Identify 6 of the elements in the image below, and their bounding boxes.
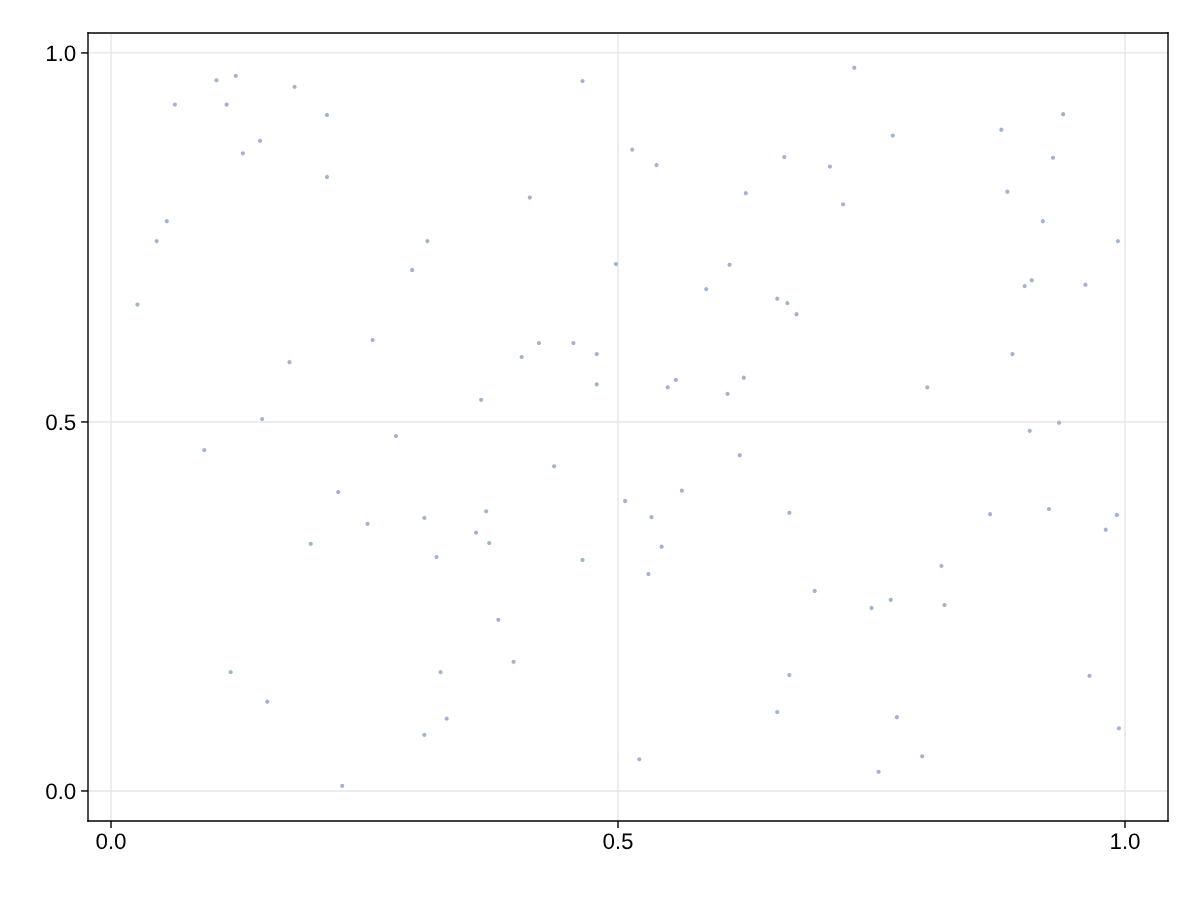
y-tick-label: 0.0 (46, 783, 76, 800)
x-tick-label: 0.5 (603, 833, 633, 850)
y-tick-label: 1.0 (47, 45, 76, 62)
x-tick-label: 1.0 (1111, 833, 1140, 850)
x-tick-label: 0.0 (96, 833, 126, 850)
y-tick-label: 0.5 (46, 414, 76, 431)
